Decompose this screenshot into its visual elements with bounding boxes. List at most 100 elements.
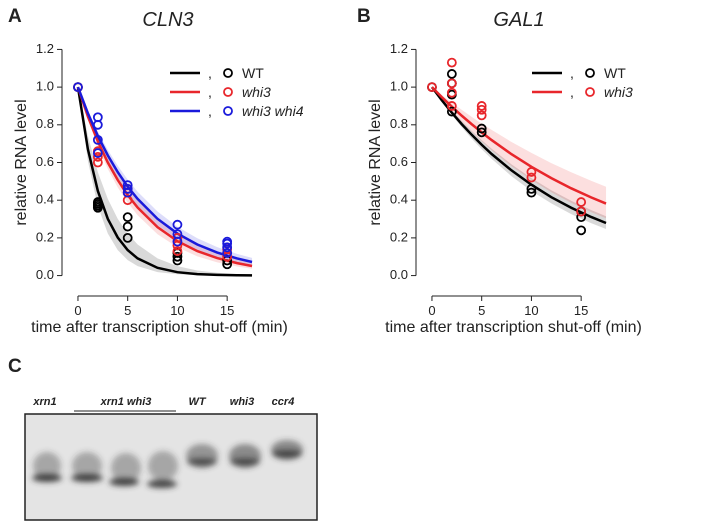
x-tick-label: 10: [170, 303, 184, 318]
data-point: [122, 212, 133, 223]
confidence-band: [431, 87, 607, 219]
data-point: [222, 248, 233, 258]
y-tick-label: 0.6: [390, 154, 408, 169]
lane-label: whi3: [230, 396, 254, 408]
y-tick-label: 0.4: [36, 192, 54, 207]
data-point: [92, 112, 103, 123]
y-tick-label: 0.4: [390, 192, 408, 207]
lane-label: xrn1: [32, 396, 56, 408]
data-point: [172, 251, 183, 262]
legend-label: whi3: [604, 84, 633, 100]
x-axis-label: time after transcription shut-off (min): [31, 319, 288, 336]
data-point: [172, 219, 183, 230]
legend-marker: [585, 87, 595, 97]
panel-label: C: [8, 356, 22, 377]
data-point: [122, 183, 133, 194]
legend-label: whi3 whi4: [242, 103, 304, 119]
data-point: [526, 167, 537, 177]
data-point: [73, 82, 83, 93]
data-point: [526, 187, 537, 198]
legend-marker: [223, 87, 233, 97]
y-tick-label: 0.0: [36, 267, 54, 282]
x-tick-label: 0: [428, 303, 435, 318]
x-tick-label: 10: [524, 303, 538, 318]
y-tick-label: 0.8: [36, 116, 54, 131]
data-point: [476, 101, 487, 111]
y-tick-label: 0.0: [390, 267, 408, 282]
chart-title: CLN3: [142, 9, 193, 31]
x-tick-label: 5: [124, 303, 131, 318]
legend-marker: [585, 68, 595, 78]
y-tick-label: 1.0: [36, 79, 54, 94]
lane-label: xrn1 whi3: [100, 396, 152, 408]
gel-image: [24, 413, 318, 521]
data-point: [92, 151, 103, 162]
data-point: [446, 57, 457, 68]
legend-label: whi3: [242, 84, 271, 100]
x-axis-label: time after transcription shut-off (min): [385, 319, 642, 336]
fit-line: [76, 86, 253, 268]
data-point: [92, 134, 103, 145]
fit-line: [431, 86, 607, 205]
fit-line: [76, 86, 253, 277]
y-tick-label: 1.0: [390, 79, 408, 94]
y-tick-label: 0.6: [36, 154, 54, 169]
x-tick-label: 15: [220, 303, 234, 318]
data-point: [92, 157, 103, 168]
legend-separator: ,: [570, 84, 574, 100]
chart-title: GAL1: [493, 9, 544, 31]
lane-label: ccr4: [272, 396, 295, 408]
y-tick-label: 1.2: [36, 41, 54, 56]
y-tick-label: 1.2: [390, 41, 408, 56]
x-tick-label: 5: [478, 303, 485, 318]
x-tick-label: 0: [74, 303, 81, 318]
legend-separator: ,: [570, 65, 574, 81]
data-point: [576, 212, 587, 223]
data-point: [476, 104, 487, 115]
data-point: [172, 246, 183, 256]
data-point: [446, 87, 457, 98]
data-point: [222, 242, 233, 253]
data-point: [446, 106, 457, 117]
legend-label: WT: [242, 65, 264, 81]
data-point: [172, 229, 183, 240]
y-tick-label: 0.2: [36, 229, 54, 244]
data-point: [446, 78, 457, 89]
y-tick-label: 0.2: [390, 229, 408, 244]
data-point: [122, 180, 133, 191]
y-axis-label: relative RNA level: [13, 99, 30, 225]
data-point: [122, 221, 133, 232]
legend-separator: ,: [208, 103, 212, 119]
x-tick-label: 15: [574, 303, 588, 318]
data-point: [92, 197, 103, 207]
data-point: [122, 232, 133, 243]
data-point: [526, 183, 537, 194]
data-point: [576, 197, 587, 207]
lane-label: WT: [188, 396, 206, 408]
y-axis-label: relative RNA level: [367, 99, 384, 225]
panel-label: B: [357, 6, 371, 27]
data-point: [222, 236, 233, 247]
legend-separator: ,: [208, 84, 212, 100]
confidence-band: [77, 87, 253, 276]
confidence-band: [77, 87, 253, 266]
legend-label: WT: [604, 65, 626, 81]
data-point: [446, 101, 457, 111]
data-point: [476, 110, 487, 121]
data-point: [172, 232, 183, 243]
data-point: [92, 148, 103, 158]
panel-label: A: [8, 6, 22, 27]
legend-marker: [223, 68, 233, 78]
data-point: [526, 172, 537, 183]
data-point: [446, 69, 457, 79]
data-point: [427, 82, 437, 93]
data-point: [476, 127, 487, 138]
y-tick-label: 0.8: [390, 116, 408, 131]
legend-separator: ,: [208, 65, 212, 81]
data-point: [576, 225, 587, 236]
fit-line: [430, 86, 607, 225]
data-point: [476, 123, 487, 134]
legend-marker: [223, 106, 233, 116]
data-point: [576, 206, 587, 217]
